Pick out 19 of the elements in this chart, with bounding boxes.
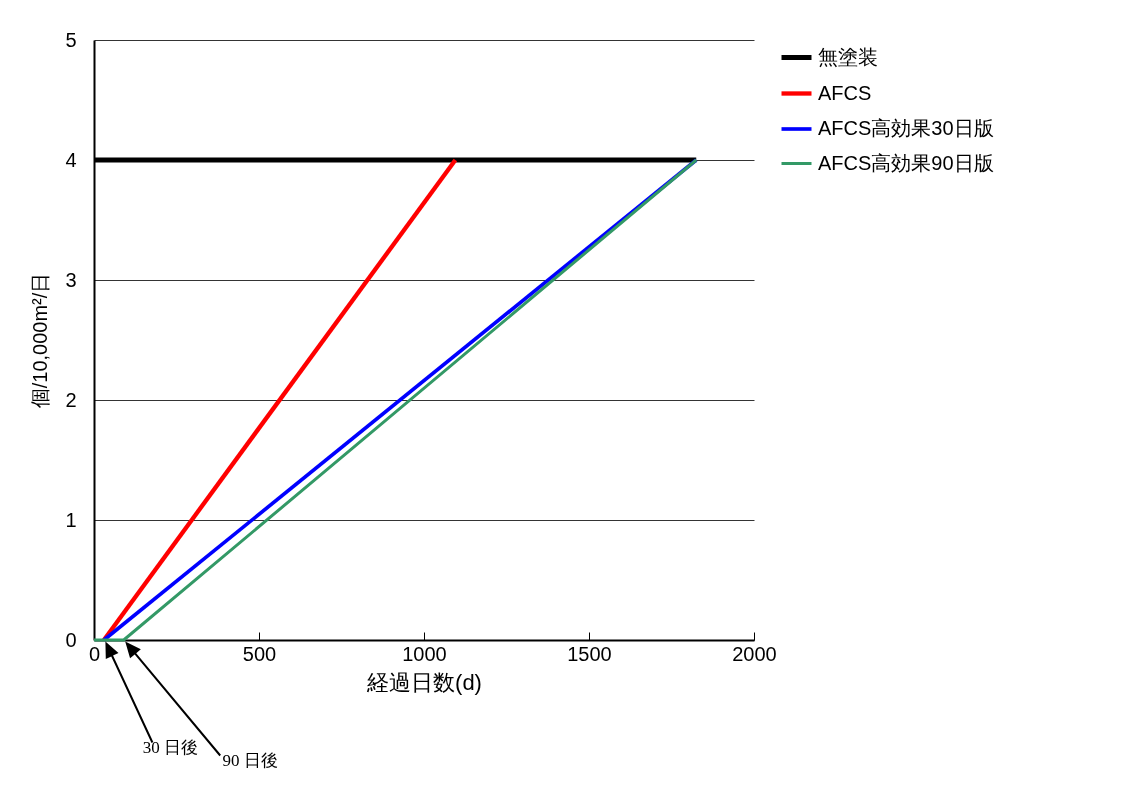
x-tick-label: 500 bbox=[242, 642, 277, 665]
y-tick-label: 5 bbox=[65, 28, 77, 51]
legend-label: AFCS高効果30日版 bbox=[818, 117, 994, 139]
y-tick-label: 2 bbox=[65, 388, 77, 411]
y-tick-label: 4 bbox=[65, 148, 77, 171]
legend-label: 無塗装 bbox=[818, 45, 878, 68]
y-axis-title: 個/10,000m²/日 bbox=[29, 272, 52, 409]
y-tick-label: 0 bbox=[65, 628, 77, 651]
text: 90 日後 bbox=[222, 750, 278, 770]
text: 30 日後 bbox=[142, 737, 199, 757]
x-tick-label: 1500 bbox=[567, 642, 612, 665]
legend-label: AFCS高効果90日版 bbox=[818, 151, 994, 174]
x-tick-label: 0 bbox=[88, 642, 101, 665]
x-tick-label: 1000 bbox=[402, 642, 447, 665]
y-tick-label: 3 bbox=[65, 268, 77, 291]
y-tick-label: 1 bbox=[65, 508, 77, 531]
legend-label: AFCS bbox=[818, 81, 872, 104]
x-axis-title: 経過日数(d) bbox=[366, 669, 482, 695]
x-tick-label: 2000 bbox=[732, 642, 777, 665]
